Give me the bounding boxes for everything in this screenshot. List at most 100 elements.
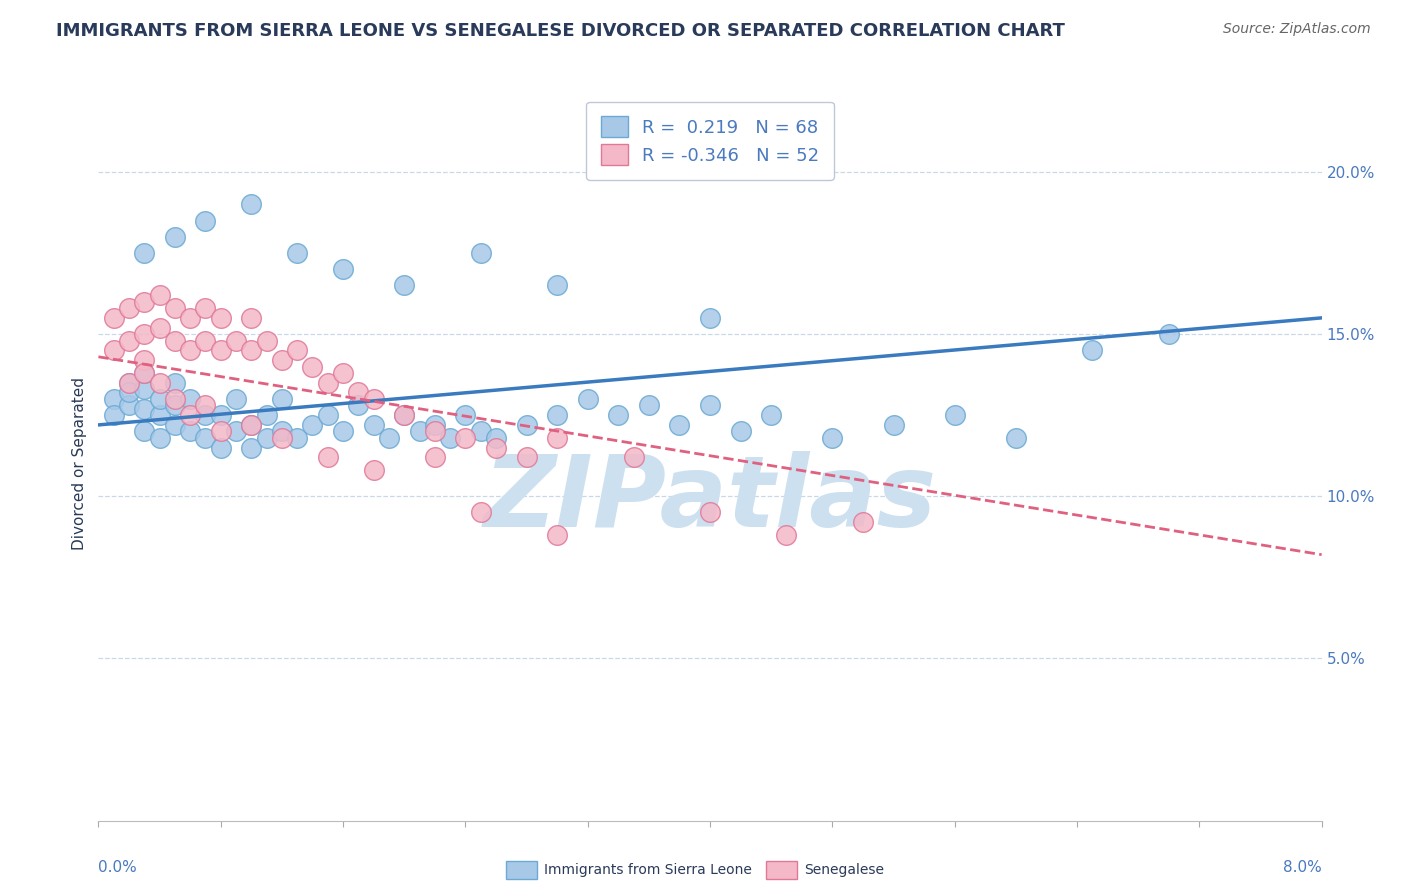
Point (240, 417, 263, 432)
Point (179, 408, 201, 422)
Point (576, 392, 599, 406)
Point (103, 392, 125, 406)
Point (134, 425, 156, 439)
Legend: R =  0.219   N = 68, R = -0.346   N = 52: R = 0.219 N = 68, R = -0.346 N = 52 (586, 102, 834, 179)
Point (194, 408, 217, 422)
Point (363, 417, 385, 432)
Point (363, 392, 385, 406)
Point (149, 431, 172, 445)
Point (240, 343, 263, 358)
Point (179, 425, 201, 439)
Point (332, 425, 354, 439)
Point (134, 327, 156, 342)
Point (134, 382, 156, 396)
Text: ZIPatlas: ZIPatlas (484, 451, 936, 548)
Text: 0.0%: 0.0% (98, 860, 138, 874)
Point (103, 310, 125, 325)
Text: 8.0%: 8.0% (1282, 860, 1322, 874)
Point (470, 425, 492, 439)
Point (423, 450, 446, 465)
Point (699, 506, 721, 520)
Point (149, 392, 172, 406)
Text: Senegalese: Senegalese (804, 863, 884, 877)
Text: Source: ZipAtlas.com: Source: ZipAtlas.com (1223, 22, 1371, 37)
Point (454, 431, 477, 445)
Point (163, 417, 186, 432)
Point (270, 392, 294, 406)
Point (194, 431, 217, 445)
Point (270, 425, 294, 439)
Point (546, 408, 568, 422)
Point (256, 408, 278, 422)
Point (194, 213, 217, 227)
Point (1081, 343, 1104, 358)
Point (194, 301, 217, 315)
Point (163, 334, 186, 348)
Point (103, 343, 125, 358)
Point (134, 366, 156, 380)
Point (240, 310, 263, 325)
Point (392, 408, 416, 422)
Point (194, 399, 217, 413)
Point (209, 408, 232, 422)
Point (516, 450, 538, 465)
Point (179, 310, 201, 325)
Point (209, 425, 232, 439)
Point (163, 229, 186, 244)
Point (516, 417, 538, 432)
Point (392, 408, 416, 422)
Point (775, 528, 797, 542)
Point (118, 376, 141, 390)
Point (470, 246, 492, 260)
Point (546, 431, 568, 445)
Point (1157, 327, 1180, 342)
Point (194, 334, 217, 348)
Point (699, 399, 721, 413)
Point (1004, 431, 1026, 445)
Point (316, 376, 339, 390)
Point (209, 441, 232, 455)
Point (316, 450, 339, 465)
Point (759, 408, 782, 422)
Point (118, 376, 141, 390)
Point (225, 392, 247, 406)
Point (423, 417, 446, 432)
Point (163, 301, 186, 315)
Point (118, 399, 141, 413)
Point (883, 417, 905, 432)
Text: Immigrants from Sierra Leone: Immigrants from Sierra Leone (544, 863, 752, 877)
Point (332, 262, 354, 277)
Point (637, 399, 661, 413)
Point (392, 278, 416, 293)
Point (316, 408, 339, 422)
Point (347, 385, 370, 400)
Point (270, 431, 294, 445)
Point (179, 343, 201, 358)
Point (285, 246, 308, 260)
Point (363, 463, 385, 477)
Point (149, 320, 172, 334)
Point (163, 392, 186, 406)
Point (852, 515, 875, 529)
Point (134, 366, 156, 380)
Point (607, 408, 630, 422)
Point (332, 366, 354, 380)
Point (103, 408, 125, 422)
Point (149, 408, 172, 422)
Point (439, 431, 461, 445)
Point (423, 425, 446, 439)
Point (546, 278, 568, 293)
Point (485, 431, 508, 445)
Point (163, 376, 186, 390)
Point (270, 353, 294, 368)
Point (470, 506, 492, 520)
Point (163, 399, 186, 413)
Point (240, 197, 263, 211)
Point (485, 441, 508, 455)
Point (408, 425, 430, 439)
Point (301, 417, 323, 432)
Point (134, 401, 156, 416)
Point (225, 334, 247, 348)
Point (118, 385, 141, 400)
Point (209, 310, 232, 325)
